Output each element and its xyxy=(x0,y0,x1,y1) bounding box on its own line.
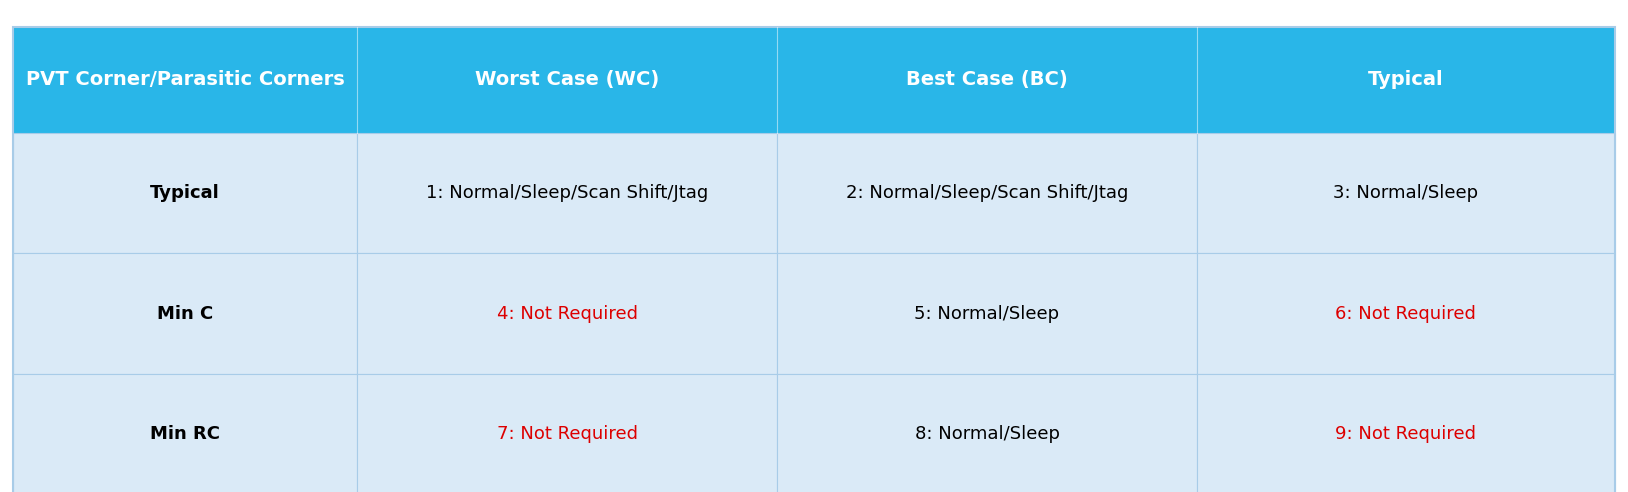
Text: 7: Not Required: 7: Not Required xyxy=(497,425,638,443)
Bar xyxy=(358,133,777,253)
Text: Min RC: Min RC xyxy=(150,425,220,443)
Bar xyxy=(13,374,358,492)
Text: PVT Corner/Parasitic Corners: PVT Corner/Parasitic Corners xyxy=(26,70,345,90)
Bar xyxy=(13,27,1615,133)
Text: Typical: Typical xyxy=(1368,70,1444,90)
Text: 6: Not Required: 6: Not Required xyxy=(1335,305,1477,323)
Text: Best Case (BC): Best Case (BC) xyxy=(907,70,1068,90)
Bar xyxy=(1197,133,1615,253)
Bar xyxy=(13,253,358,374)
Bar xyxy=(1197,374,1615,492)
Bar xyxy=(777,253,1197,374)
Text: Worst Case (WC): Worst Case (WC) xyxy=(475,70,659,90)
Text: Min C: Min C xyxy=(158,305,213,323)
Bar xyxy=(358,253,777,374)
Text: 8: Normal/Sleep: 8: Normal/Sleep xyxy=(915,425,1060,443)
Bar xyxy=(777,133,1197,253)
Text: 2: Normal/Sleep/Scan Shift/Jtag: 2: Normal/Sleep/Scan Shift/Jtag xyxy=(847,184,1128,202)
Text: Typical: Typical xyxy=(150,184,220,202)
Text: 9: Not Required: 9: Not Required xyxy=(1335,425,1477,443)
Text: 4: Not Required: 4: Not Required xyxy=(497,305,638,323)
Text: 3: Normal/Sleep: 3: Normal/Sleep xyxy=(1333,184,1478,202)
Bar xyxy=(358,374,777,492)
Text: 1: Normal/Sleep/Scan Shift/Jtag: 1: Normal/Sleep/Scan Shift/Jtag xyxy=(427,184,708,202)
Bar xyxy=(777,374,1197,492)
Text: 5: Normal/Sleep: 5: Normal/Sleep xyxy=(915,305,1060,323)
Bar xyxy=(1197,253,1615,374)
Bar xyxy=(13,133,358,253)
